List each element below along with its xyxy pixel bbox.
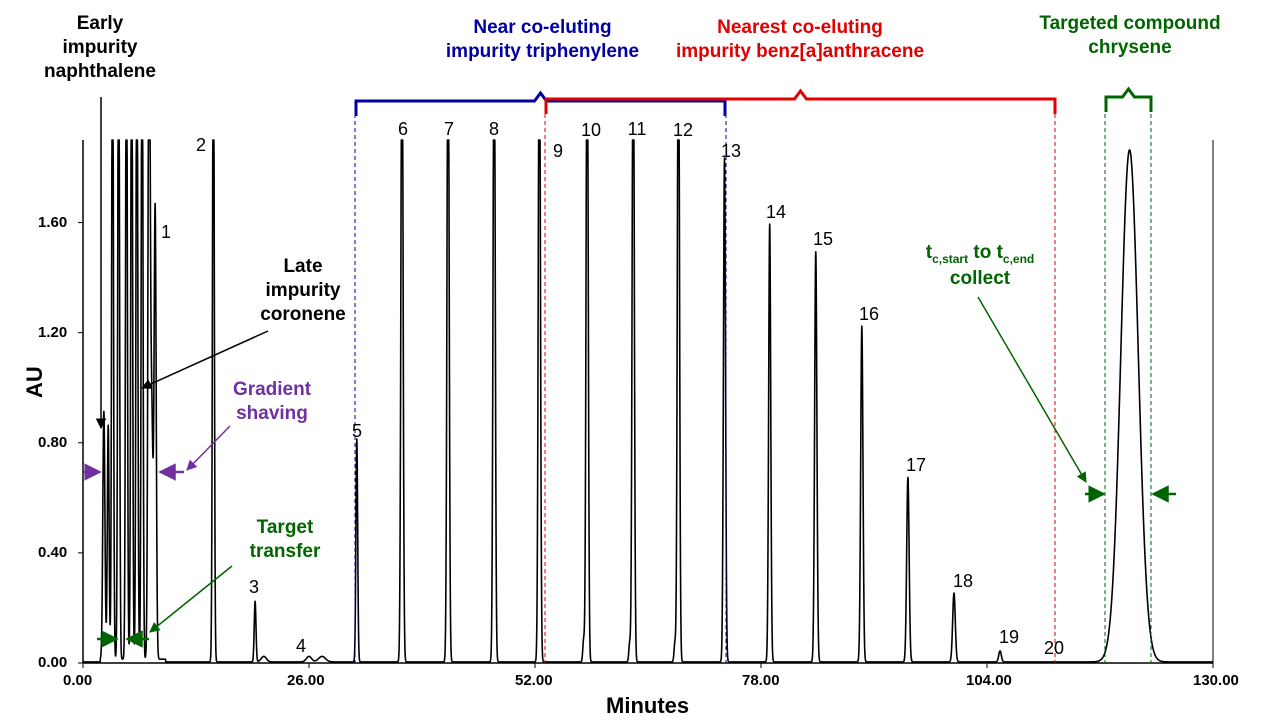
y-tick-label: 0.80 xyxy=(38,434,68,451)
target-transfer-annotation: Target transfer xyxy=(225,516,345,564)
nearest-coeluting-annotation: Nearest co-eluting impurity benz[a]anthr… xyxy=(650,16,950,64)
targeted-compound-text: Targeted compound chrysene xyxy=(1039,13,1221,58)
peak-label: 7 xyxy=(443,119,455,139)
collect-pointer xyxy=(977,296,1087,483)
x-tick-label: 52.00 xyxy=(515,672,553,689)
y-tick-label: 0.40 xyxy=(38,544,68,561)
y-tick-label: 1.20 xyxy=(38,324,68,341)
gradient-shaving-annotation: Gradient shaving xyxy=(212,378,332,426)
early-impurity-text: Early impurity naphthalene xyxy=(44,13,156,82)
collect-window-annotation: tc,start to tc,end collect xyxy=(900,241,1060,291)
near-coeluting-annotation: Near co-eluting impurity triphenylene xyxy=(415,16,670,64)
peak-label: 15 xyxy=(812,229,834,249)
peak-label: 18 xyxy=(952,571,974,591)
y-tick-label: 1.60 xyxy=(38,214,68,231)
peak-label: 6 xyxy=(397,119,409,139)
x-axis-title: Minutes xyxy=(606,693,690,718)
x-tick-label: 26.00 xyxy=(287,672,325,689)
x-tick-label: 78.00 xyxy=(742,672,780,689)
collect-t: t xyxy=(925,242,933,263)
peak-label: 12 xyxy=(672,120,694,140)
peak-label: 19 xyxy=(998,627,1020,647)
late-impurity-annotation: Late impurity coronene xyxy=(243,255,363,326)
peak-label: 5 xyxy=(351,421,363,441)
y-tick-label: 0.00 xyxy=(38,654,68,671)
target-transfer-pointer xyxy=(149,565,233,633)
collect-end-sub: c,end xyxy=(1002,251,1035,266)
gradient-shaving-pointer xyxy=(186,425,231,471)
peak-label: 8 xyxy=(488,119,500,139)
nearest-coeluting-bracket xyxy=(544,88,1057,114)
peak-label: 16 xyxy=(858,304,880,324)
peak-label: 13 xyxy=(720,141,742,161)
peak-label: 9 xyxy=(552,141,564,161)
nearest-coeluting-text: Nearest co-eluting impurity benz[a]anthr… xyxy=(675,17,925,62)
peak-label: 1 xyxy=(160,222,172,242)
chromatogram-trace xyxy=(82,139,1214,663)
peak-label: 14 xyxy=(765,202,787,222)
target-transfer-text: Target transfer xyxy=(249,517,321,562)
x-tick-label: 104.00 xyxy=(966,672,1012,689)
collect-word: collect xyxy=(949,267,1011,289)
peak-label: 3 xyxy=(248,577,260,597)
peak-label: 4 xyxy=(295,636,307,656)
peak-label: 11 xyxy=(627,119,647,139)
x-tick-label: 0.00 xyxy=(63,672,93,689)
collect-start-sub: c,start xyxy=(932,251,969,266)
y-axis-title: AU xyxy=(22,366,47,398)
collect-range-line: tc,start to tc,end xyxy=(900,241,1060,267)
collect-to: to t xyxy=(968,242,1003,263)
peak-label: 2 xyxy=(195,135,207,155)
peak-label: 20 xyxy=(1043,638,1065,658)
gradient-shaving-text: Gradient shaving xyxy=(232,379,312,424)
near-coeluting-text: Near co-eluting impurity triphenylene xyxy=(445,17,640,62)
peak-label: 17 xyxy=(905,455,927,475)
targeted-compound-annotation: Targeted compound chrysene xyxy=(1020,12,1240,60)
late-impurity-arrow xyxy=(141,330,269,389)
x-tick-label: 130.00 xyxy=(1193,672,1239,689)
late-impurity-text: Late impurity coronene xyxy=(260,256,346,325)
early-impurity-annotation: Early impurity naphthalene xyxy=(30,12,170,83)
near-coeluting-bracket xyxy=(354,90,727,116)
targeted-compound-bracket xyxy=(1104,86,1153,112)
peak-label: 10 xyxy=(580,120,602,140)
